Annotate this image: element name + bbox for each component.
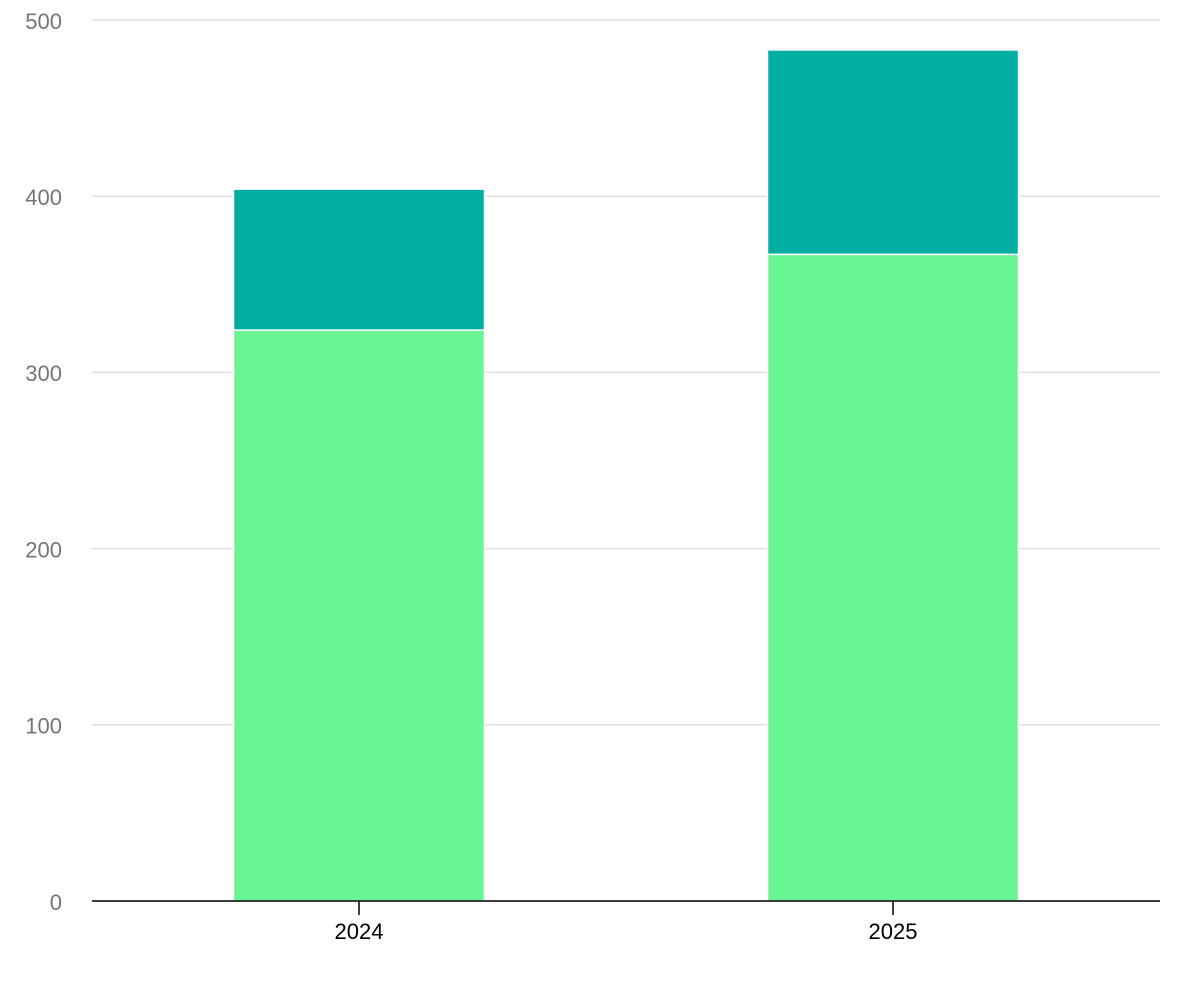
y-tick-label: 400 [25,185,62,210]
y-tick-label: 500 [25,9,62,34]
bar-segment [232,329,486,902]
bar-segment [232,188,486,331]
x-tick-label: 2024 [335,919,384,944]
x-tick-label: 2025 [869,919,918,944]
y-tick-label: 0 [50,890,62,915]
bar-segment [766,253,1020,902]
y-tick-label: 300 [25,361,62,386]
y-tick-label: 200 [25,537,62,562]
y-tick-label: 100 [25,714,62,739]
bar-segment [766,49,1020,256]
